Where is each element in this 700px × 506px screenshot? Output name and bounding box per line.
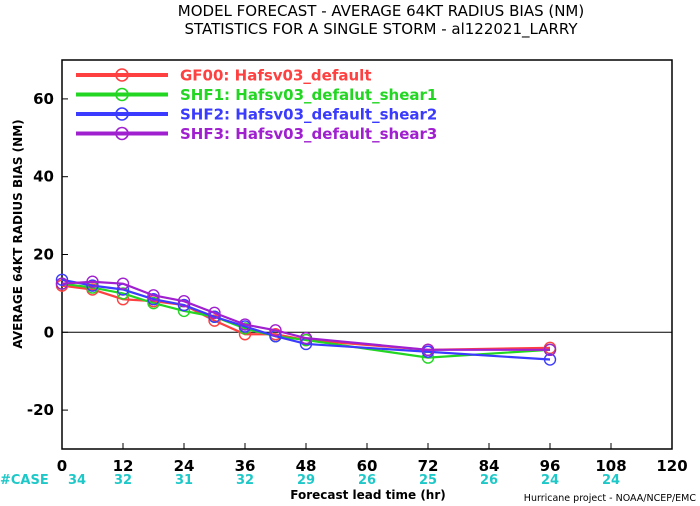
data-point	[55, 273, 69, 286]
chart-title: MODEL FORECAST - AVERAGE 64KT RADIUS BIA…	[178, 2, 584, 20]
legend-label: GF00: Hafsv03_default	[180, 67, 371, 85]
data-point	[86, 275, 99, 288]
data-point	[55, 277, 69, 290]
data-point	[147, 293, 160, 306]
case-count: 24	[541, 473, 559, 488]
x-tick-label: 84	[479, 457, 500, 475]
case-count: 25	[419, 473, 437, 488]
x-tick-label: 24	[174, 457, 195, 475]
data-point	[147, 289, 160, 302]
legend-item-1: GF00: Hafsv03_default	[76, 67, 371, 85]
x-tick-label: 0	[57, 457, 67, 475]
case-count: 26	[358, 473, 376, 488]
legend-item-3: SHF2: Hafsv03_default_shear2	[76, 106, 437, 124]
data-point	[543, 343, 557, 357]
case-count: 29	[297, 473, 315, 488]
case-label: #CASE	[0, 473, 49, 488]
x-axis-ticks: 0 12 24 36 48 60 72 84 96 108 120	[57, 443, 688, 475]
legend-item-2: SHF1: Hafsv03_defalut_shear1	[76, 86, 437, 104]
legend-marker	[115, 107, 129, 121]
data-point	[208, 306, 221, 320]
credit-text: Hurricane project - NOAA/NCEP/EMC	[524, 493, 697, 504]
series-line	[61, 278, 551, 361]
series-line	[61, 280, 550, 351]
x-tick-label: 36	[235, 457, 256, 475]
y-axis-label: AVERAGE 64KT RADIUS BIAS (NM)	[11, 119, 25, 348]
case-count: 31	[175, 473, 193, 488]
y-tick-label: 0	[44, 323, 54, 341]
legend-label: SHF3: Hafsv03_default_shear3	[180, 125, 437, 143]
case-count: 26	[480, 473, 498, 488]
legend-marker	[115, 87, 129, 102]
legend-label: SHF1: Hafsv03_defalut_shear1	[180, 86, 437, 104]
legend-marker	[115, 68, 129, 82]
data-point	[177, 294, 191, 308]
legend-label: SHF2: Hafsv03_default_shear2	[180, 106, 437, 124]
y-tick-label: -20	[27, 401, 54, 419]
data-point	[86, 279, 99, 292]
x-tick-label: 108	[595, 457, 626, 475]
data-point	[177, 298, 191, 312]
y-axis-ticks: -20 0 20 40 60	[27, 90, 68, 419]
x-tick-label: 60	[357, 457, 378, 475]
series-line	[61, 284, 551, 351]
x-tick-label: 120	[656, 457, 687, 475]
data-point	[147, 296, 160, 310]
legend-marker	[115, 126, 129, 141]
series-4	[55, 275, 557, 357]
y-tick-label: 20	[33, 246, 54, 264]
y-tick-label: 40	[33, 168, 54, 186]
case-count: 24	[602, 473, 620, 488]
x-tick-label: 96	[540, 457, 561, 475]
x-axis-label: Forecast lead time (hr)	[290, 488, 446, 502]
case-count: 34	[68, 473, 86, 488]
legend-item-4: SHF3: Hafsv03_default_shear3	[76, 125, 437, 143]
chart-subtitle: STATISTICS FOR A SINGLE STORM - al122021…	[184, 20, 578, 39]
data-point	[421, 343, 435, 357]
x-tick-label: 12	[113, 457, 134, 475]
data-point	[543, 353, 557, 366]
data-point	[238, 318, 252, 331]
data-point	[299, 331, 313, 345]
data-point	[269, 324, 282, 337]
series-layer	[55, 273, 557, 366]
data-point	[116, 287, 130, 300]
data-point	[208, 310, 221, 323]
y-tick-label: 60	[33, 90, 54, 108]
x-tick-label: 48	[296, 457, 317, 475]
data-point	[116, 277, 130, 290]
case-count-row: #CASE 34 32 31 32 29 26 25 26 24 24	[0, 473, 620, 488]
case-count: 32	[236, 473, 254, 488]
data-point	[208, 314, 221, 327]
case-count: 32	[114, 473, 132, 488]
x-tick-label: 72	[418, 457, 439, 475]
series-line	[61, 282, 551, 359]
